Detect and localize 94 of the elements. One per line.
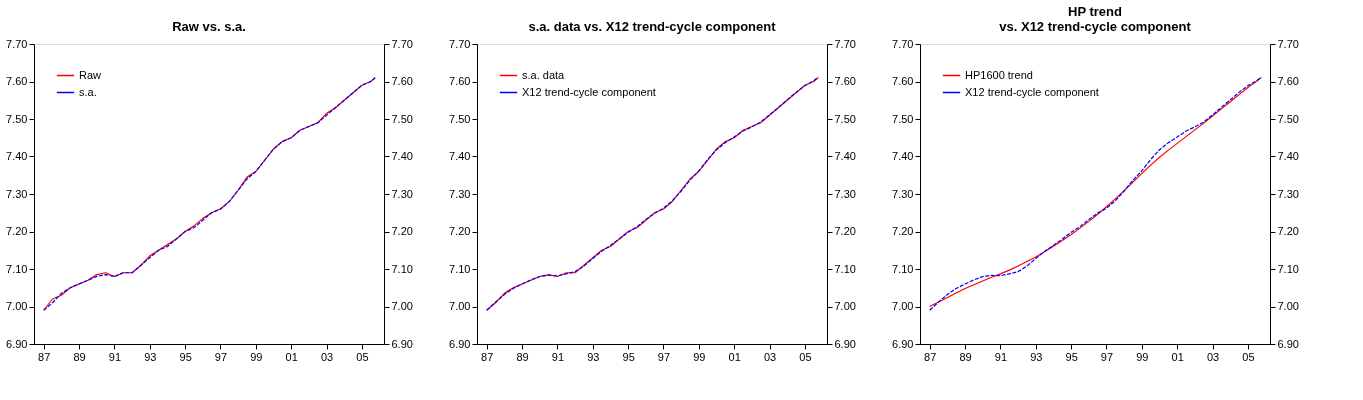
legend-label: s.a. data bbox=[522, 68, 566, 81]
y2-tick-label: 7.00 bbox=[391, 300, 413, 312]
y-tick-label: 7.50 bbox=[449, 112, 471, 125]
y2-tick-label: 7.70 bbox=[1277, 37, 1299, 50]
y2-tick-label: 7.60 bbox=[1277, 75, 1299, 87]
y-tick-label: 7.60 bbox=[6, 75, 28, 87]
y-tick-label: 6.90 bbox=[892, 337, 914, 350]
y-tick-label: 7.40 bbox=[449, 150, 471, 162]
x-tick-label: 89 bbox=[73, 350, 86, 363]
y2-tick-label: 7.00 bbox=[834, 300, 856, 312]
y-tick-label: 7.00 bbox=[449, 300, 471, 312]
y-tick-label: 6.90 bbox=[6, 337, 28, 350]
y-tick-label: 7.00 bbox=[6, 300, 28, 312]
y2-tick-label: 7.10 bbox=[1277, 262, 1299, 275]
x-tick-label: 91 bbox=[551, 350, 565, 363]
x-tick-label: 05 bbox=[356, 350, 369, 363]
x-tick-label: 03 bbox=[1206, 350, 1220, 363]
y-tick-label: 7.20 bbox=[6, 225, 28, 237]
y-tick-label: 7.70 bbox=[449, 37, 471, 50]
y2-tick-label: 6.90 bbox=[391, 337, 413, 350]
x-tick-label: 87 bbox=[481, 350, 494, 363]
y-tick-label: 7.10 bbox=[449, 262, 471, 275]
x-tick-label: 93 bbox=[1030, 350, 1043, 363]
y2-tick-label: 7.70 bbox=[834, 37, 856, 50]
x-tick-label: 99 bbox=[693, 350, 706, 363]
x-tick-label: 87 bbox=[924, 350, 937, 363]
legend-label: X12 trend-cycle component bbox=[522, 85, 656, 98]
y-tick-label: 7.10 bbox=[892, 262, 914, 275]
y2-tick-label: 7.20 bbox=[1277, 225, 1299, 237]
y2-tick-label: 7.40 bbox=[834, 150, 856, 162]
y-tick-label: 7.00 bbox=[892, 300, 914, 312]
x-tick-label: 89 bbox=[959, 350, 972, 363]
y-tick-label: 7.20 bbox=[892, 225, 914, 237]
y2-tick-label: 7.20 bbox=[391, 225, 413, 237]
y2-tick-label: 7.20 bbox=[834, 225, 856, 237]
x-tick-label: 93 bbox=[144, 350, 157, 363]
chart-title: Raw vs. s.a. bbox=[172, 19, 246, 34]
y2-tick-label: 7.10 bbox=[834, 262, 856, 275]
legend-label: Raw bbox=[79, 68, 102, 81]
chart-title: HP trend vs. X12 trend-cycle component bbox=[999, 4, 1192, 34]
y-tick-label: 7.20 bbox=[449, 225, 471, 237]
y-tick-label: 7.10 bbox=[6, 262, 28, 275]
y2-tick-label: 7.50 bbox=[391, 112, 413, 125]
y-tick-label: 7.50 bbox=[6, 112, 28, 125]
y2-tick-label: 6.90 bbox=[1277, 337, 1299, 350]
y-tick-label: 7.30 bbox=[892, 187, 914, 200]
x-tick-label: 03 bbox=[763, 350, 777, 363]
y-tick-label: 7.60 bbox=[892, 75, 914, 87]
x-tick-label: 03 bbox=[320, 350, 334, 363]
y-tick-label: 7.40 bbox=[6, 150, 28, 162]
y2-tick-label: 6.90 bbox=[834, 337, 856, 350]
y2-tick-label: 7.50 bbox=[834, 112, 856, 125]
x-tick-label: 91 bbox=[108, 350, 122, 363]
y2-tick-label: 7.50 bbox=[1277, 112, 1299, 125]
x-tick-label: 91 bbox=[994, 350, 1008, 363]
y2-tick-label: 7.30 bbox=[834, 187, 856, 200]
y2-tick-label: 7.30 bbox=[1277, 187, 1299, 200]
x-tick-label: 87 bbox=[38, 350, 51, 363]
x-tick-label: 95 bbox=[622, 350, 635, 363]
x-tick-label: 01 bbox=[285, 350, 298, 363]
x-tick-label: 95 bbox=[179, 350, 192, 363]
y-tick-label: 7.40 bbox=[892, 150, 914, 162]
x-tick-label: 97 bbox=[1100, 350, 1114, 363]
y2-tick-label: 7.30 bbox=[391, 187, 413, 200]
x-tick-label: 93 bbox=[587, 350, 600, 363]
x-tick-label: 89 bbox=[516, 350, 529, 363]
x-tick-label: 95 bbox=[1065, 350, 1078, 363]
x-tick-label: 99 bbox=[250, 350, 263, 363]
chart-title: s.a. data vs. X12 trend-cycle component bbox=[528, 19, 777, 34]
y2-tick-label: 7.10 bbox=[391, 262, 413, 275]
y-tick-label: 7.70 bbox=[6, 37, 28, 50]
y2-tick-label: 7.70 bbox=[391, 37, 413, 50]
y-tick-label: 7.30 bbox=[6, 187, 28, 200]
y-tick-label: 6.90 bbox=[449, 337, 471, 350]
x-tick-label: 99 bbox=[1136, 350, 1149, 363]
x-tick-label: 01 bbox=[1171, 350, 1184, 363]
y-tick-label: 7.60 bbox=[449, 75, 471, 87]
x-tick-label: 05 bbox=[1242, 350, 1255, 363]
y2-tick-label: 7.40 bbox=[1277, 150, 1299, 162]
x-tick-label: 01 bbox=[728, 350, 741, 363]
x-tick-label: 05 bbox=[799, 350, 812, 363]
y-tick-label: 7.30 bbox=[449, 187, 471, 200]
legend-label: HP1600 trend bbox=[965, 68, 1033, 81]
y2-tick-label: 7.00 bbox=[1277, 300, 1299, 312]
legend-label: X12 trend-cycle component bbox=[965, 85, 1099, 98]
x-tick-label: 97 bbox=[214, 350, 228, 363]
legend-label: s.a. bbox=[79, 85, 97, 98]
y-tick-label: 7.70 bbox=[892, 37, 914, 50]
y2-tick-label: 7.60 bbox=[834, 75, 856, 87]
y2-tick-label: 7.40 bbox=[391, 150, 413, 162]
y-tick-label: 7.50 bbox=[892, 112, 914, 125]
y2-tick-label: 7.60 bbox=[391, 75, 413, 87]
x-tick-label: 97 bbox=[657, 350, 671, 363]
line-series bbox=[43, 77, 376, 311]
